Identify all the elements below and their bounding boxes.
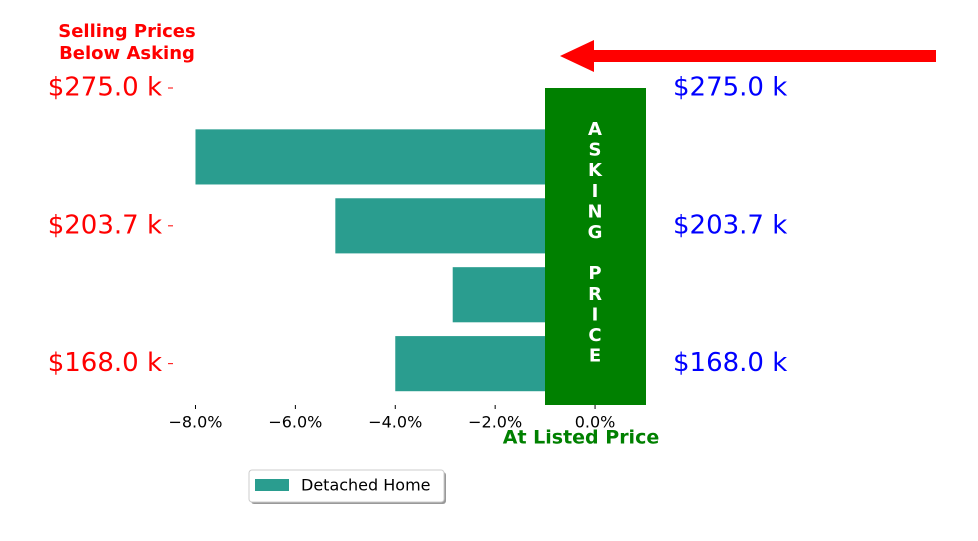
legend-swatch bbox=[255, 479, 289, 491]
left-title-line: Selling Prices bbox=[58, 21, 195, 42]
legend-label: Detached Home bbox=[301, 476, 431, 495]
x-tick-label: −8.0% bbox=[168, 413, 222, 432]
y-tick-label: $203.7 k bbox=[48, 210, 162, 240]
bar bbox=[195, 129, 596, 185]
x-tick-label: −4.0% bbox=[368, 413, 422, 432]
bottom-label: At Listed Price bbox=[503, 427, 659, 449]
y2-tick-label: $168.0 k bbox=[673, 348, 787, 378]
x-tick-label: −2.0% bbox=[468, 413, 522, 432]
x-tick-label: −6.0% bbox=[268, 413, 322, 432]
left-title-line: Below Asking bbox=[59, 43, 195, 64]
arrow bbox=[560, 40, 936, 72]
x-tick-label: 0.0% bbox=[575, 413, 616, 432]
legend: Detached Home bbox=[248, 469, 446, 504]
y-tick-label: $275.0 k bbox=[48, 73, 162, 103]
asking-band bbox=[545, 88, 646, 405]
y2-tick-label: $203.7 k bbox=[673, 210, 787, 240]
y2-tick-label: $275.0 k bbox=[673, 73, 787, 103]
legend-box bbox=[248, 469, 445, 503]
y-tick-label: $168.0 k bbox=[48, 348, 162, 378]
